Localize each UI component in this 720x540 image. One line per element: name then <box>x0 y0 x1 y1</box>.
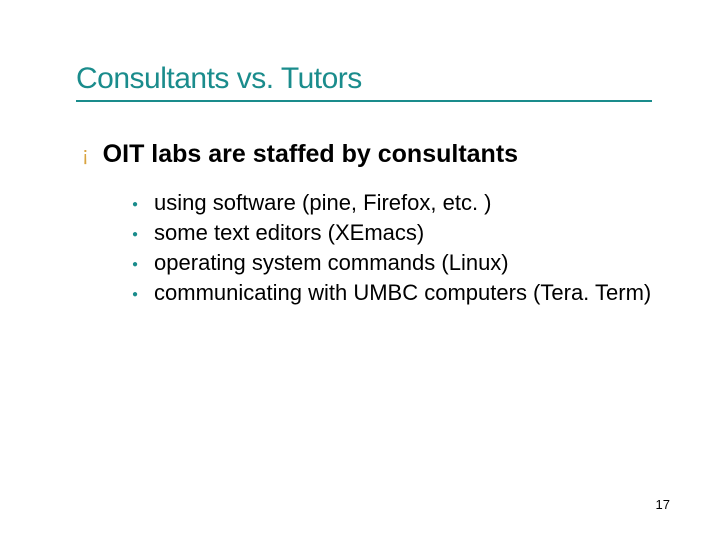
bullet-icon: ● <box>132 199 138 210</box>
slide-title: Consultants vs. Tutors <box>76 62 652 96</box>
top-bullet-row: ¡ OIT labs are staffed by consultants <box>82 138 652 171</box>
sub-bullet-text: communicating with UMBC computers (Tera.… <box>154 279 651 307</box>
sub-bullet-text: some text editors (XEmacs) <box>154 219 424 247</box>
page-number: 17 <box>656 497 670 512</box>
sub-bullet-text: using software (pine, Firefox, etc. ) <box>154 189 491 217</box>
list-item: ● some text editors (XEmacs) <box>132 219 652 247</box>
list-item: ● operating system commands (Linux) <box>132 249 652 277</box>
top-bullet-icon: ¡ <box>82 142 89 168</box>
top-bullet-text: OIT labs are staffed by consultants <box>103 138 518 171</box>
slide-container: Consultants vs. Tutors ¡ OIT labs are st… <box>0 0 720 540</box>
bullet-icon: ● <box>132 289 138 300</box>
bullet-icon: ● <box>132 229 138 240</box>
sub-bullet-list: ● using software (pine, Firefox, etc. ) … <box>82 189 652 308</box>
list-item: ● using software (pine, Firefox, etc. ) <box>132 189 652 217</box>
list-item: ● communicating with UMBC computers (Ter… <box>132 279 652 307</box>
sub-bullet-text: operating system commands (Linux) <box>154 249 509 277</box>
bullet-icon: ● <box>132 259 138 270</box>
title-underline <box>76 100 652 102</box>
content-area: ¡ OIT labs are staffed by consultants ● … <box>76 138 652 307</box>
